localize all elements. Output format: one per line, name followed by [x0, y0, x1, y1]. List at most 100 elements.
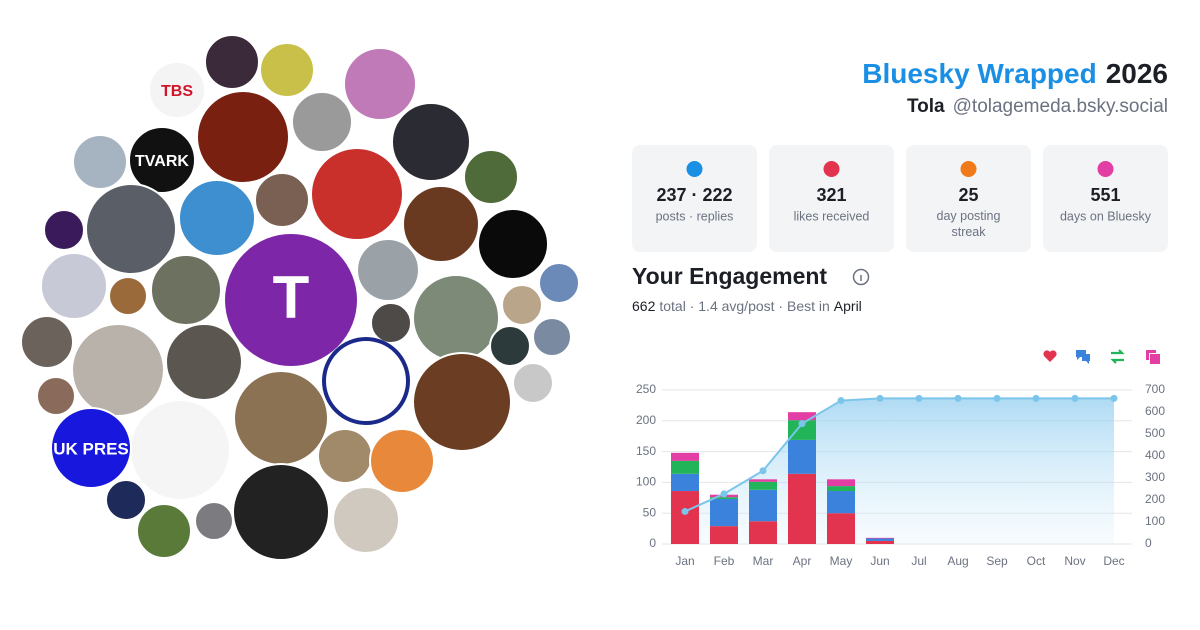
avatar[interactable]	[254, 172, 310, 228]
legend-reposts[interactable]	[1110, 349, 1125, 364]
avatar-cloud: TBS TVARK T UK PRES	[20, 34, 580, 561]
title-year: 2026	[1106, 58, 1168, 89]
stat-icon	[686, 161, 703, 177]
legend-likes[interactable]	[1043, 350, 1057, 362]
stat-label-line: streak	[951, 225, 986, 239]
avatar[interactable]	[477, 208, 549, 280]
avatar[interactable]	[369, 428, 435, 494]
avatar[interactable]	[489, 325, 531, 367]
y2-tick-label: 600	[1145, 404, 1165, 418]
user-handle: @tolagemeda.bsky.social	[953, 96, 1168, 117]
bar-segment	[788, 439, 816, 474]
x-tick-label: Jan	[675, 554, 694, 568]
avatar[interactable]	[356, 238, 420, 302]
avatar[interactable]	[233, 370, 329, 466]
avatar[interactable]	[412, 352, 512, 452]
avatar[interactable]	[194, 501, 234, 541]
avatar[interactable]	[165, 323, 243, 401]
y2-tick-label: 200	[1145, 492, 1165, 506]
x-tick-label: Dec	[1103, 554, 1124, 568]
cumulative-point	[954, 394, 962, 402]
cumulative-point	[798, 420, 806, 428]
avatar[interactable]	[291, 91, 353, 153]
avatar[interactable]	[317, 428, 373, 484]
avatar[interactable]	[105, 479, 147, 521]
legend	[1043, 349, 1160, 364]
avatar[interactable]	[136, 503, 192, 559]
avatar-label: T	[273, 264, 310, 331]
avatar[interactable]	[178, 179, 256, 257]
summary-total: 662	[632, 298, 656, 314]
summary: 662 total · 1.4 avg/post · Best in April	[632, 298, 862, 314]
avatar[interactable]	[501, 284, 543, 326]
x-tick-label: Nov	[1064, 554, 1085, 568]
avatar[interactable]	[332, 486, 400, 554]
stat-card	[632, 145, 757, 252]
bar-segment	[788, 420, 816, 440]
avatar-label: TVARK	[135, 153, 189, 170]
avatar[interactable]	[20, 315, 74, 369]
bar-segment	[749, 521, 777, 544]
legend-replies[interactable]	[1076, 350, 1090, 364]
avatar[interactable]	[512, 362, 554, 404]
avatar[interactable]	[148, 61, 206, 119]
avatar[interactable]	[71, 323, 165, 417]
avatar[interactable]	[232, 463, 330, 561]
y2-tick-label: 400	[1145, 448, 1165, 462]
avatar[interactable]	[538, 262, 580, 304]
avatar[interactable]	[204, 34, 260, 90]
avatar[interactable]	[391, 102, 471, 182]
x-tick-label: Sep	[986, 554, 1008, 568]
avatar[interactable]	[108, 276, 148, 316]
avatar[interactable]	[370, 302, 412, 344]
avatar[interactable]	[412, 274, 500, 362]
user-name: Tola	[907, 96, 945, 117]
stat-value: 237 · 222	[656, 185, 732, 205]
stat-card	[769, 145, 894, 252]
avatar[interactable]	[72, 134, 128, 190]
section-heading: Your Engagement	[632, 263, 827, 289]
avatar[interactable]	[36, 376, 76, 416]
avatar[interactable]	[402, 185, 480, 263]
avatar[interactable]	[43, 209, 85, 251]
bar-segment	[671, 452, 699, 461]
y2-tick-label: 100	[1145, 514, 1165, 528]
stat-label: days on Bluesky	[1060, 209, 1152, 223]
avatar[interactable]	[259, 42, 315, 98]
avatar[interactable]	[150, 254, 222, 326]
y-tick-label: 200	[636, 413, 656, 427]
x-tick-label: Jun	[870, 554, 889, 568]
avatar[interactable]	[196, 90, 290, 184]
legend-quotes[interactable]	[1146, 350, 1160, 364]
user: Tola @tolagemeda.bsky.social	[907, 96, 1168, 117]
info-icon[interactable]	[852, 268, 870, 286]
cumulative-point	[915, 394, 923, 402]
bar-segment	[671, 460, 699, 474]
stat-value: 25	[958, 185, 978, 205]
avatar[interactable]	[463, 149, 519, 205]
bar-segment	[710, 497, 738, 500]
bar-segment	[827, 491, 855, 514]
stat-value: 551	[1090, 185, 1120, 205]
avatar[interactable]	[40, 252, 108, 320]
bar-segment	[827, 513, 855, 544]
bar-segment	[749, 479, 777, 482]
avatar[interactable]	[129, 399, 231, 501]
bar-segment	[788, 412, 816, 421]
avatar[interactable]	[223, 232, 359, 368]
avatar[interactable]	[50, 407, 132, 489]
stat-icon	[960, 161, 977, 177]
avatar[interactable]	[85, 183, 177, 275]
avatar[interactable]	[343, 47, 417, 121]
avatar[interactable]	[128, 126, 196, 194]
cumulative-point	[1032, 394, 1040, 402]
stat-card	[1043, 145, 1168, 252]
avatar-label: UK PRES	[53, 439, 129, 458]
avatar[interactable]	[310, 147, 404, 241]
cumulative-point	[837, 397, 845, 405]
y-tick-label: 100	[636, 475, 656, 489]
summary-best: April	[834, 298, 862, 314]
avatar[interactable]	[532, 317, 572, 357]
y2-tick-label: 500	[1145, 426, 1165, 440]
